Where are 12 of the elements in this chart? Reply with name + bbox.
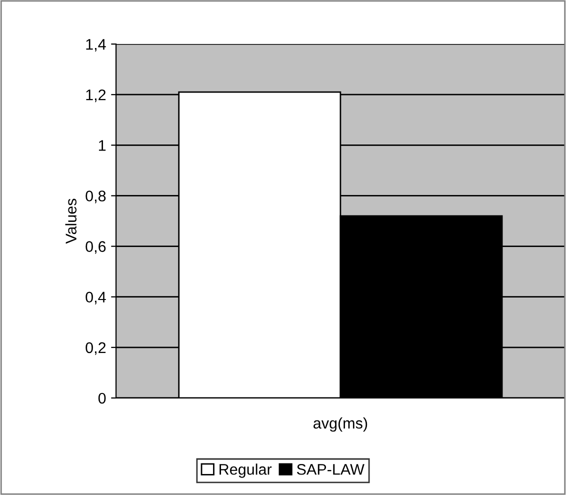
y-tick-label: 0,8: [86, 190, 106, 204]
y-tick-label: 1: [98, 140, 106, 151]
x-tick-label: avg(ms): [314, 417, 368, 432]
y-tick-label: 0,2: [86, 342, 106, 355]
legend-label: SAP-LAW: [296, 464, 364, 475]
y-tick-label: 1,4: [86, 39, 106, 52]
y-tick-label: 0,6: [86, 241, 106, 254]
y-tick-label: 0,4: [86, 292, 106, 304]
y-tick-label: 1,2: [86, 89, 106, 102]
y-tick-label: 0: [98, 392, 106, 404]
y-axis-title: Values: [65, 198, 76, 244]
legend-label: Regular: [220, 464, 272, 478]
